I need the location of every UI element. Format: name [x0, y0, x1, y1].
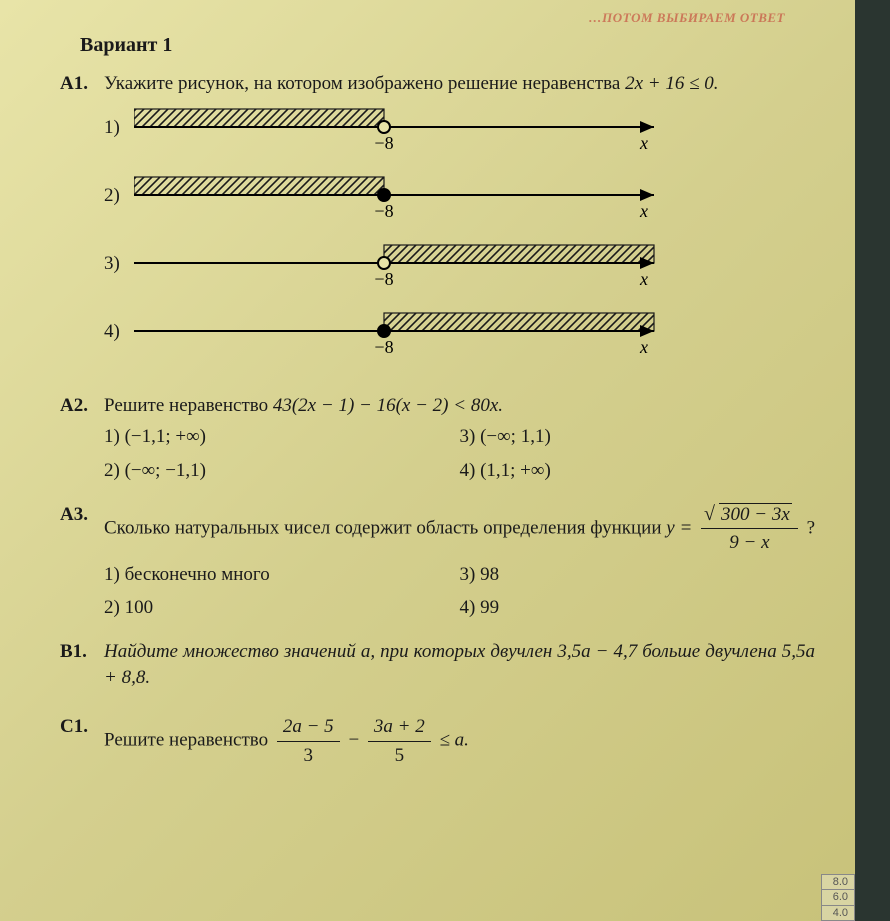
problem-a3: А3. Сколько натуральных чисел содержит о…	[60, 502, 815, 622]
number-line-svg: −8 x	[134, 103, 815, 153]
svg-text:x: x	[639, 337, 648, 357]
problem-text: Укажите рисунок, на котором изображено р…	[104, 71, 815, 97]
top-banner: …потом выбираем ответ	[60, 10, 815, 26]
problem-label: А1.	[60, 71, 104, 375]
option-3: 3) 98	[460, 562, 816, 588]
problem-label: В1.	[60, 639, 104, 696]
problem-c1: С1. Решите неравенство 2a − 5 3 − 3a + 2…	[60, 714, 815, 774]
problem-label: А3.	[60, 502, 104, 622]
answer-options: 1) (−1,1; +∞) 3) (−∞; 1,1) 2) (−∞; −1,1)…	[104, 424, 815, 483]
svg-text:x: x	[639, 133, 648, 153]
option-number: 1)	[104, 115, 134, 141]
problem-text: Сколько натуральных чисел содержит облас…	[104, 502, 815, 556]
problem-label: С1.	[60, 714, 104, 774]
corner-readout: 8.0 6.0 4.0	[821, 874, 855, 921]
option-2: 2) (−∞; −1,1)	[104, 458, 460, 484]
svg-text:x: x	[639, 201, 648, 221]
problem-text: Найдите множество значений a, при которы…	[104, 639, 815, 690]
fraction: 300 − 3x 9 − x	[701, 502, 798, 556]
problem-text: Решите неравенство 2a − 5 3 − 3a + 2 5 ≤…	[104, 714, 815, 768]
option-4: 4) (1,1; +∞)	[460, 458, 816, 484]
svg-text:−8: −8	[374, 133, 393, 153]
problem-text: Решите неравенство 43(2x − 1) − 16(x − 2…	[104, 393, 815, 419]
variant-title: Вариант 1	[80, 34, 815, 57]
number-line: 3) −8 x	[104, 239, 815, 289]
problem-a2: А2. Решите неравенство 43(2x − 1) − 16(x…	[60, 393, 815, 484]
number-line-svg: −8 x	[134, 307, 815, 357]
option-2: 2) 100	[104, 595, 460, 621]
option-1: 1) (−1,1; +∞)	[104, 424, 460, 450]
number-line-list: 1) −8 x 2) −8 x 3) −8 x 4) −8 x	[104, 103, 815, 357]
fraction: 3a + 2 5	[368, 714, 431, 768]
svg-text:−8: −8	[374, 337, 393, 357]
fraction: 2a − 5 3	[277, 714, 340, 768]
answer-options: 1) бесконечно много 3) 98 2) 100 4) 99	[104, 562, 815, 621]
option-number: 2)	[104, 183, 134, 209]
svg-text:x: x	[639, 269, 648, 289]
option-3: 3) (−∞; 1,1)	[460, 424, 816, 450]
problem-b1: В1. Найдите множество значений a, при ко…	[60, 639, 815, 696]
svg-text:−8: −8	[374, 201, 393, 221]
number-line: 4) −8 x	[104, 307, 815, 357]
number-line: 1) −8 x	[104, 103, 815, 153]
number-line-svg: −8 x	[134, 239, 815, 289]
problem-label: А2.	[60, 393, 104, 484]
option-1: 1) бесконечно много	[104, 562, 460, 588]
option-number: 4)	[104, 319, 134, 345]
number-line-svg: −8 x	[134, 171, 815, 221]
problem-a1: А1. Укажите рисунок, на котором изображе…	[60, 71, 815, 375]
document-page: …потом выбираем ответ Вариант 1 А1. Укаж…	[0, 0, 855, 921]
svg-text:−8: −8	[374, 269, 393, 289]
number-line: 2) −8 x	[104, 171, 815, 221]
option-number: 3)	[104, 251, 134, 277]
option-4: 4) 99	[460, 595, 816, 621]
